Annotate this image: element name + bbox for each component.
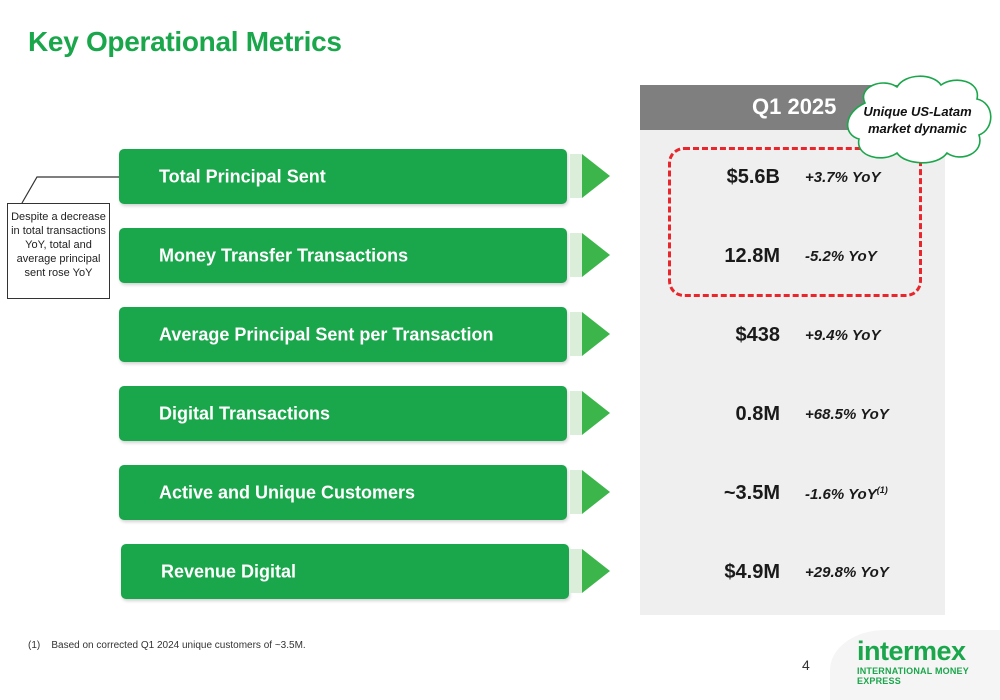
metric-value: $4.9M xyxy=(724,561,780,583)
cloud-callout-text: Unique US-Latam market dynamic xyxy=(850,103,985,137)
metric-label: Total Principal Sent xyxy=(159,166,326,186)
arrow-right-icon xyxy=(570,391,610,435)
arrow-right-icon xyxy=(570,470,610,514)
metric-yoy: +9.4% YoY xyxy=(805,327,881,344)
callout-line-1: Unique US-Latam xyxy=(863,104,972,119)
note-box: Despite a decrease in total transactions… xyxy=(7,203,110,299)
footnote-marker: (1) xyxy=(28,640,41,651)
metric-yoy: +68.5% YoY xyxy=(805,406,889,423)
metric-bar-average-principal: Average Principal Sent per Transaction xyxy=(119,307,567,362)
panel-header-label: Q1 2025 xyxy=(752,94,837,119)
arrow-right-icon xyxy=(570,312,610,356)
metric-yoy-text: -1.6% YoY xyxy=(805,486,877,503)
arrow-right-icon xyxy=(570,233,610,277)
metric-label: Revenue Digital xyxy=(161,561,297,581)
metric-bar-revenue-digital: Revenue Digital xyxy=(121,544,569,599)
brand-logo: intermex xyxy=(857,636,966,666)
metric-bar-digital-transactions: Digital Transactions xyxy=(119,386,567,441)
metric-label: Active and Unique Customers xyxy=(159,482,416,502)
metric-label: Digital Transactions xyxy=(159,403,331,423)
metric-value: 12.8M xyxy=(724,245,780,267)
footnote: (1) Based on corrected Q1 2024 unique cu… xyxy=(28,640,306,651)
metric-bar-money-transfer-transactions: Money Transfer Transactions xyxy=(119,228,567,283)
page-number: 4 xyxy=(802,657,810,673)
arrow-right-icon xyxy=(570,154,610,198)
metric-value: 0.8M xyxy=(735,403,780,425)
results-panel xyxy=(640,85,945,615)
metric-label: Average Principal Sent per Transaction xyxy=(159,324,494,344)
cloud-callout-icon xyxy=(846,75,992,164)
metric-value: ~3.5M xyxy=(723,482,780,504)
note-connector-line xyxy=(21,176,119,204)
arrow-right-icon xyxy=(570,549,610,593)
page-title: Key Operational Metrics xyxy=(28,26,342,57)
footnote-marker: (1) xyxy=(876,485,888,495)
metric-bar-total-principal-sent: Total Principal Sent xyxy=(119,149,567,204)
metric-bar-active-unique-customers: Active and Unique Customers xyxy=(119,465,567,520)
metric-yoy: -5.2% YoY xyxy=(805,248,877,265)
callout-line-2: market dynamic xyxy=(868,121,967,136)
metric-yoy: +29.8% YoY xyxy=(805,564,889,581)
brand-tagline: INTERNATIONAL MONEY EXPRESS xyxy=(857,666,969,686)
metric-value: $5.6B xyxy=(726,166,780,188)
metric-value: $438 xyxy=(735,324,781,346)
metric-yoy: -1.6% YoY(1) xyxy=(805,485,888,503)
highlight-dashed-box xyxy=(668,147,922,297)
metric-yoy: +3.7% YoY xyxy=(805,169,881,186)
footnote-text: Based on corrected Q1 2024 unique custom… xyxy=(51,640,306,651)
metric-label: Money Transfer Transactions xyxy=(159,245,409,265)
